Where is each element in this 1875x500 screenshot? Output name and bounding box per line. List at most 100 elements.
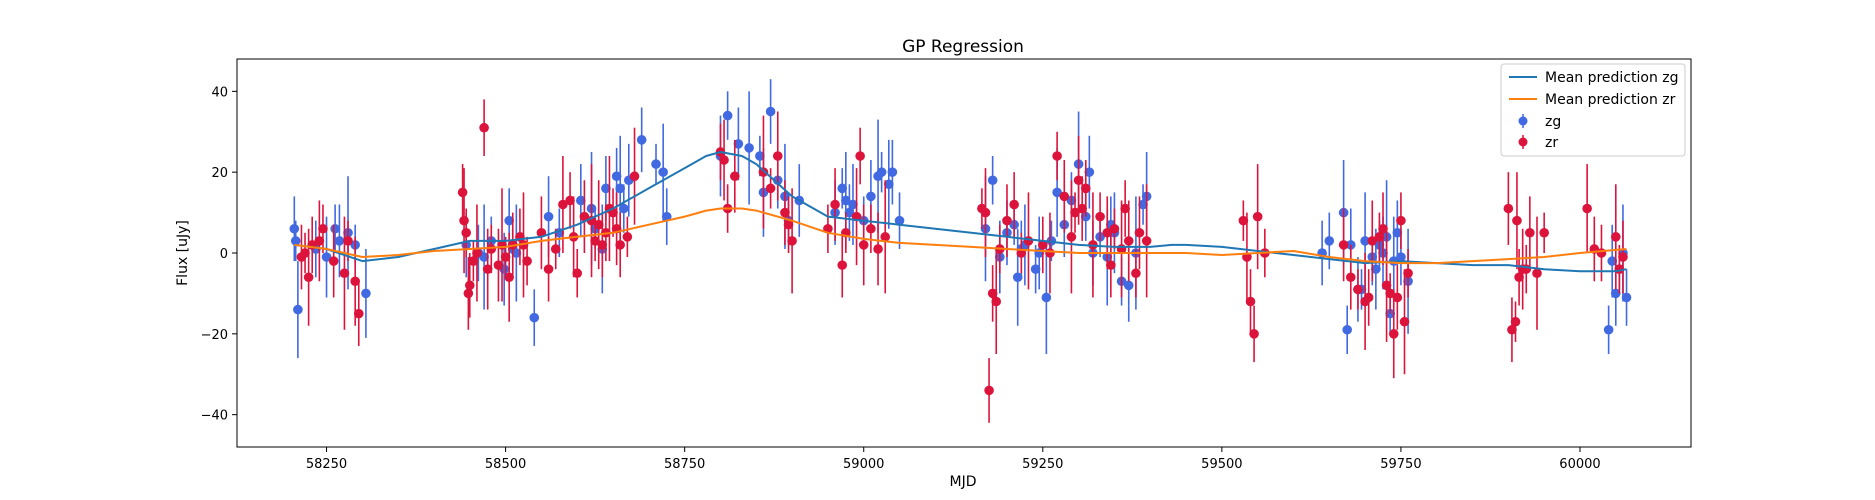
data-point xyxy=(1392,227,1403,238)
data-point xyxy=(1510,316,1521,327)
chart-title: GP Regression xyxy=(902,37,1024,57)
data-point xyxy=(1396,252,1406,262)
data-point xyxy=(622,232,633,242)
data-point xyxy=(1399,316,1410,327)
data-point xyxy=(321,252,332,262)
data-point xyxy=(758,167,769,177)
data-point xyxy=(330,223,340,234)
data-point xyxy=(744,143,754,153)
data-point xyxy=(493,260,504,270)
data-point xyxy=(1392,292,1403,303)
legend-box xyxy=(1500,63,1686,157)
data-point xyxy=(468,256,479,266)
data-point xyxy=(479,122,489,133)
data-point xyxy=(844,207,855,218)
data-point xyxy=(618,203,629,214)
data-point xyxy=(1607,256,1618,266)
data-point xyxy=(765,183,776,194)
data-point xyxy=(579,211,590,222)
data-point xyxy=(636,135,647,145)
series-mean-zg-line xyxy=(294,151,1627,273)
data-point xyxy=(873,244,883,254)
data-point xyxy=(1059,191,1070,202)
axes-frame xyxy=(236,58,1692,448)
data-point xyxy=(987,175,998,186)
data-point xyxy=(1539,227,1549,238)
data-point xyxy=(1252,211,1263,222)
data-point xyxy=(353,308,364,319)
data-point xyxy=(1371,264,1381,274)
data-point xyxy=(1360,236,1370,246)
data-point xyxy=(1396,215,1406,226)
data-point xyxy=(1120,203,1130,214)
data-point xyxy=(293,304,303,315)
data-point xyxy=(729,171,740,182)
legend-label-mean-zg: Mean prediction zg xyxy=(1545,70,1679,86)
data-point xyxy=(722,110,733,121)
series-mean-zr-line xyxy=(294,207,1627,265)
legend-swatch-zg xyxy=(1518,116,1528,126)
data-point xyxy=(1045,248,1055,258)
data-point xyxy=(529,312,540,323)
data-point xyxy=(783,219,794,230)
data-point xyxy=(1123,280,1134,291)
data-point xyxy=(755,151,765,161)
data-point xyxy=(500,252,511,262)
y-axis-label: Flux [uJy] xyxy=(175,220,191,286)
data-point xyxy=(837,183,848,194)
data-point xyxy=(558,199,568,210)
data-point xyxy=(1514,272,1524,283)
legend-label-zr: zr xyxy=(1545,135,1558,151)
data-point xyxy=(894,215,905,226)
data-point xyxy=(543,211,554,222)
x-tick-label: 58250 xyxy=(306,457,347,472)
data-point xyxy=(590,236,600,246)
data-point xyxy=(611,171,622,182)
x-axis-label: MJD xyxy=(950,474,977,490)
data-point xyxy=(658,167,668,177)
data-point xyxy=(1610,288,1621,299)
legend-label-mean-zr: Mean prediction zr xyxy=(1545,92,1676,108)
data-point xyxy=(572,268,583,279)
series-zr-points xyxy=(296,99,1628,423)
data-point xyxy=(1378,223,1388,234)
data-point xyxy=(457,187,468,198)
data-point xyxy=(328,256,339,266)
y-axis-ticks: −40 −20 0 20 40 xyxy=(201,85,237,424)
data-point xyxy=(1388,329,1399,339)
data-point xyxy=(733,139,744,149)
legend-label-zg: zg xyxy=(1545,114,1561,130)
y-tick-label: −20 xyxy=(201,328,228,343)
data-point xyxy=(780,207,790,218)
data-point xyxy=(615,240,625,250)
data-point xyxy=(858,240,869,250)
data-point xyxy=(601,183,611,194)
data-point xyxy=(1095,211,1105,222)
data-point xyxy=(855,151,865,161)
y-tick-label: 0 xyxy=(220,247,228,262)
data-point xyxy=(1037,240,1048,250)
data-point xyxy=(1041,292,1052,303)
data-point xyxy=(486,244,497,254)
data-point xyxy=(1073,175,1084,186)
data-point xyxy=(719,155,729,165)
data-point xyxy=(1023,236,1034,246)
data-point xyxy=(1249,329,1259,339)
data-point xyxy=(472,248,482,258)
x-tick-label: 59500 xyxy=(1201,457,1242,472)
data-point xyxy=(1134,227,1145,238)
y-tick-label: −40 xyxy=(201,409,228,424)
data-point xyxy=(1002,215,1012,226)
data-point xyxy=(511,248,522,258)
data-point xyxy=(1123,236,1134,246)
data-point xyxy=(880,232,891,242)
data-point xyxy=(479,252,489,262)
data-point xyxy=(1052,151,1062,161)
x-tick-label: 59750 xyxy=(1380,457,1421,472)
data-point xyxy=(303,272,314,283)
data-point xyxy=(1338,240,1349,250)
data-point xyxy=(1141,236,1152,246)
data-point xyxy=(1009,199,1019,210)
data-point xyxy=(841,195,851,206)
